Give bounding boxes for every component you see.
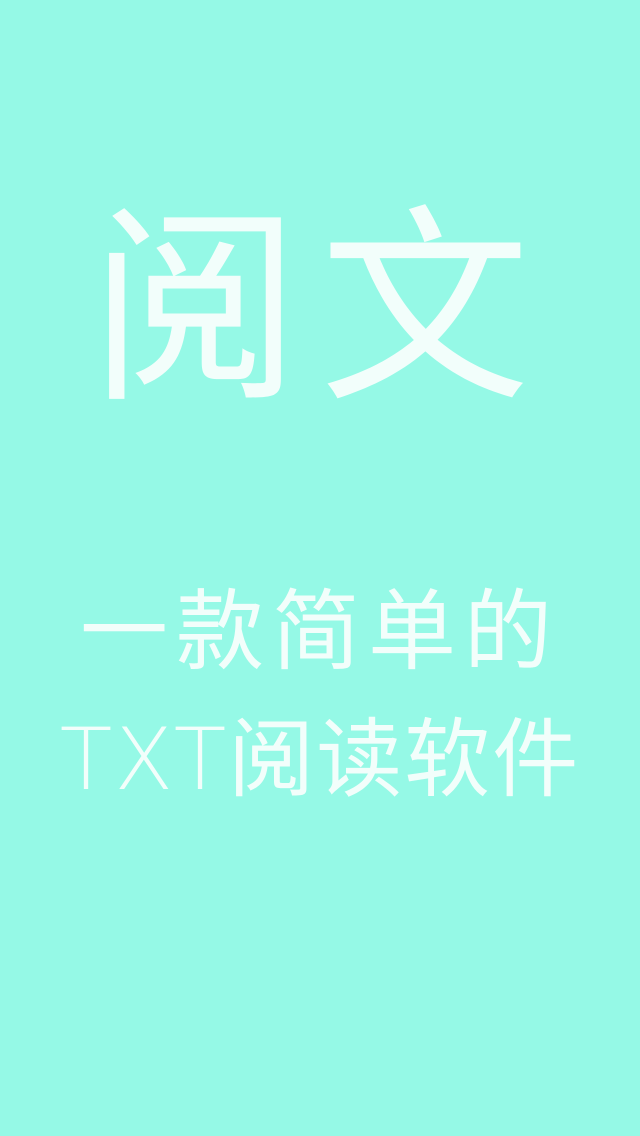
tagline-line-2: TXT阅读软件: [59, 710, 581, 810]
app-title: 阅文: [89, 187, 550, 432]
tagline-line-1: 一款简单的: [79, 580, 560, 683]
